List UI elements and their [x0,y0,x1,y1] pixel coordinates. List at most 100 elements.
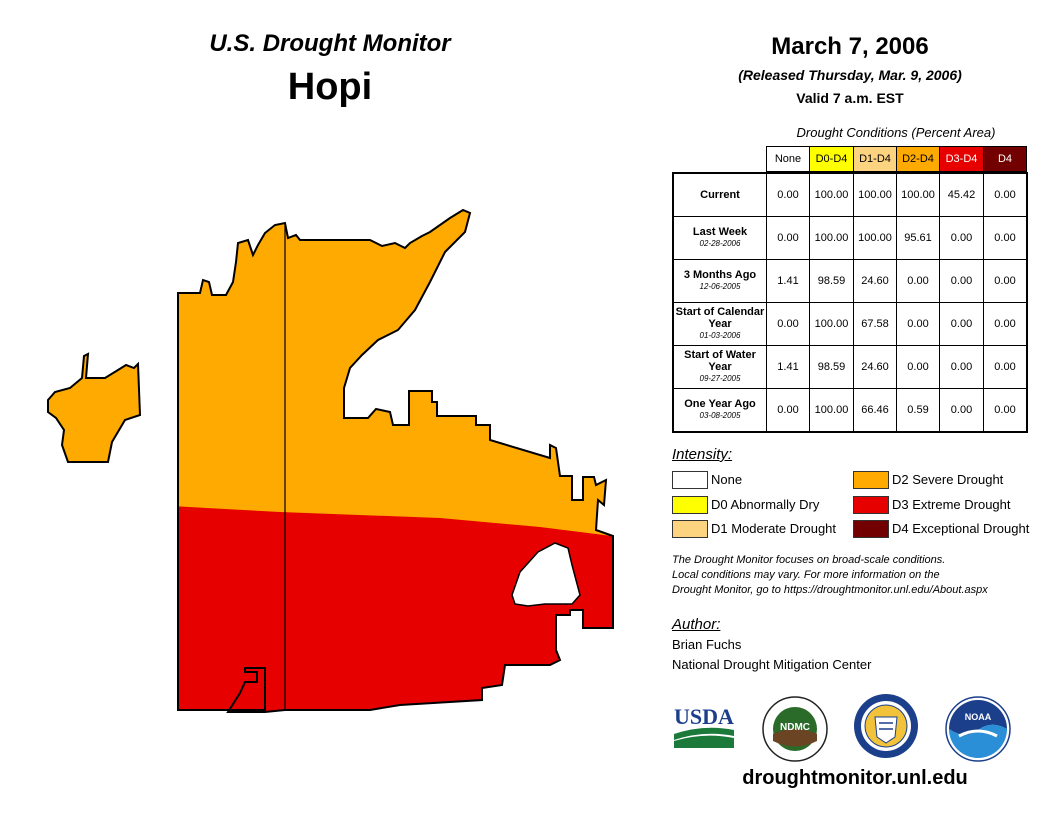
row-label: One Year Ago 03-08-2005 [672,388,767,433]
column-header-d1-d4: D1-D4 [853,146,897,172]
commerce-seal [854,694,918,758]
noaa-logo: NOAA [945,696,1011,762]
legend-item: D3 Extreme Drought [853,496,1043,514]
release-date: (Released Thursday, Mar. 9, 2006) [738,67,962,83]
table-cell: 0.00 [766,302,810,346]
column-header-table: None D0-D4 D1-D4 D2-D4 D3-D4 D4 [766,146,1027,172]
map-region-d3 [178,506,613,712]
website-url: droughtmonitor.unl.edu [742,767,968,789]
table-cell: 0.00 [983,388,1028,433]
legend-swatch [672,496,708,514]
row-label: Start of Water Year 09-27-2005 [672,345,767,389]
legend-item: D0 Abnormally Dry [672,496,862,514]
monitor-title: U.S. Drought Monitor [209,30,451,57]
legend-swatch [853,496,889,514]
legend-swatch [853,520,889,538]
legend-label: D1 Moderate Drought [711,521,837,536]
table-cell: 1.41 [766,259,810,303]
map-west-parcel [47,352,142,463]
intensity-heading: Intensity: [672,446,733,463]
row-label-text: Last Week [692,226,748,238]
table-cell: 0.00 [896,302,940,346]
ndmc-logo-text: NDMC [780,722,810,733]
drought-map [47,208,614,713]
legend-item: D2 Severe Drought [853,471,1043,489]
table-row: Current 0.00 100.00 100.00 100.00 45.42 0.00 [672,172,1028,217]
table-cell: 100.00 [853,172,897,217]
table-cell: 0.00 [983,172,1028,217]
table-cell: 100.00 [896,172,940,217]
row-label-text: Start of Calendar Year [675,306,765,330]
table-cell: 0.00 [766,216,810,260]
table-cell: 1.41 [766,345,810,389]
row-label: Last Week 02-28-2006 [672,216,767,260]
table-cell: 0.00 [939,259,984,303]
map-outline [177,208,614,713]
table-row: Start of Calendar Year 01-03-2006 0.00 100.… [672,302,1028,346]
table-cell: 24.60 [853,345,897,389]
note-text: The Drought Monitor focuses on broad-sca… [672,553,1042,598]
table-cell: 45.42 [939,172,984,217]
legend-label: D4 Exceptional Drought [892,521,1030,536]
legend-item: D1 Moderate Drought [672,520,862,538]
map-hole-none [511,542,581,607]
table-cell: 0.00 [766,388,810,433]
table-cell: 67.58 [853,302,897,346]
table-cell: 0.00 [983,259,1028,303]
note-line-3: Drought Monitor, go to https://droughtmo… [672,584,988,596]
column-header-d4: D4 [983,146,1027,172]
valid-time: Valid 7 a.m. EST [796,90,904,106]
table-cell: 100.00 [809,302,854,346]
region-title: Hopi [287,66,373,108]
legend-item: None [672,471,862,489]
table-cell: 0.00 [939,388,984,433]
column-header-none: None [766,146,810,172]
table-cell: 0.59 [896,388,940,433]
map-date: March 7, 2006 [771,33,929,60]
table-cell: 0.00 [939,216,984,260]
table-row: Start of Water Year 09-27-2005 1.41 98.59 24… [672,345,1028,389]
row-label-text: One Year Ago [684,398,756,410]
table-cell: 24.60 [853,259,897,303]
column-header-d0-d4: D0-D4 [809,146,854,172]
row-label-text: Current [700,189,740,201]
row-label-text: 3 Months Ago [683,269,757,281]
table-cell: 0.00 [983,345,1028,389]
table-cell: 0.00 [939,302,984,346]
table-cell: 0.00 [983,302,1028,346]
table-cell: 100.00 [853,216,897,260]
note-line-1: The Drought Monitor focuses on broad-sca… [672,554,946,566]
row-date: 09-27-2005 [699,374,741,383]
table-cell: 100.00 [809,388,854,433]
table-row: Last Week 02-28-2006 0.00 100.00 100.00 95.61… [672,216,1028,260]
table-cell: 95.61 [896,216,940,260]
note-line-2: Local conditions may vary. For more info… [672,569,940,581]
noaa-logo-text: NOAA [965,712,992,722]
table-cell: 98.59 [809,259,854,303]
legend-swatch [672,520,708,538]
legend-label: D2 Severe Drought [892,472,1004,487]
row-date: 03-08-2005 [699,411,741,420]
author-name: Brian Fuchs [672,637,742,652]
legend-label: D0 Abnormally Dry [711,497,820,512]
row-date: 12-06-2005 [699,282,741,291]
column-header-d3-d4: D3-D4 [939,146,984,172]
author-org: National Drought Mitigation Center [672,657,872,672]
usda-logo-text: USDA [674,704,734,729]
table-cell: 0.00 [896,259,940,303]
column-header-d2-d4: D2-D4 [896,146,940,172]
legend-item: D4 Exceptional Drought [853,520,1043,538]
table-cell: 100.00 [809,172,854,217]
table-cell: 0.00 [766,172,810,217]
table-cell: 0.00 [896,345,940,389]
table-cell: 0.00 [939,345,984,389]
ndmc-logo: NDMC [762,696,828,762]
row-label: Current [672,172,767,217]
row-label: Start of Calendar Year 01-03-2006 [672,302,767,346]
author-heading: Author: [672,616,721,633]
table-row: 3 Months Ago 12-06-2005 1.41 98.59 24.60 0.00… [672,259,1028,303]
drought-conditions-table: Current 0.00 100.00 100.00 100.00 45.42 0.00 La… [672,172,1028,433]
legend-swatch [853,471,889,489]
legend-label: D3 Extreme Drought [892,497,1011,512]
table-cell: 0.00 [983,216,1028,260]
